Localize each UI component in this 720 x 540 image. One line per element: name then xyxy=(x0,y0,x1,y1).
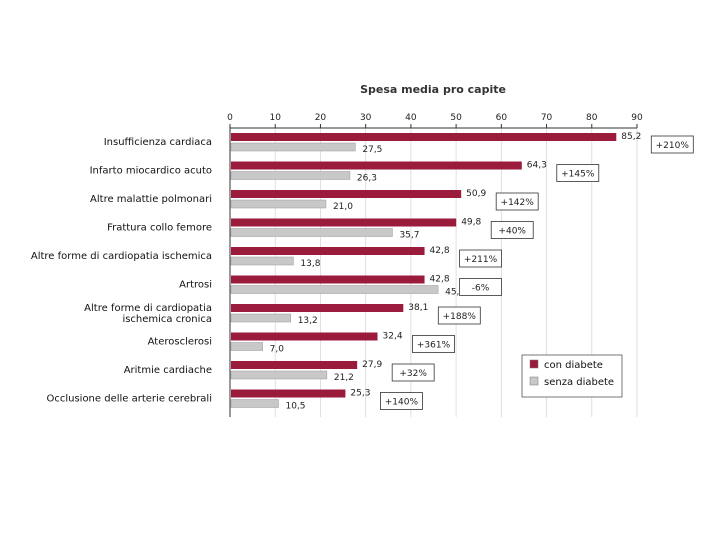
value-label-senza-diabete: 10,5 xyxy=(285,402,305,412)
bar-con-diabete xyxy=(231,361,358,369)
value-label-senza-diabete: 21,2 xyxy=(334,373,354,383)
chart-title: Spesa media pro capite xyxy=(360,83,506,96)
value-label-senza-diabete: 13,8 xyxy=(300,259,320,269)
percent-annotation: +188% xyxy=(443,312,477,322)
value-labels: 85,2 27,5 64,3 26,3 50,9 21,0 49,8 35,7 42,8 13,8… xyxy=(270,132,642,412)
bar-con-diabete xyxy=(231,332,378,341)
category-label: Altre malattie polmonari xyxy=(90,194,212,205)
bar-senza-diabete xyxy=(230,171,351,180)
percent-annotation: +40% xyxy=(498,227,526,237)
value-label-con-diabete: 32,4 xyxy=(383,332,403,342)
percent-box xyxy=(437,306,481,325)
value-label-senza-diabete: 21,0 xyxy=(333,202,353,212)
percent-annotation: +145% xyxy=(561,170,595,180)
percent-box xyxy=(459,249,502,268)
value-label-con-diabete: 50,9 xyxy=(466,189,486,199)
percent-annotation: -6% xyxy=(472,284,490,294)
percent-annotation: +210% xyxy=(656,141,690,151)
x-tick-label: 50 xyxy=(450,113,462,123)
bar-senza-diabete xyxy=(230,370,328,380)
x-tick-label: 70 xyxy=(541,113,553,123)
bar-con-diabete xyxy=(231,389,346,398)
category-label: Insufficienza cardiaca xyxy=(104,137,212,148)
category-label: Artrosi xyxy=(179,280,212,291)
bar-con-diabete xyxy=(231,247,425,255)
value-label-con-diabete: 49,8 xyxy=(461,218,481,228)
bar-con-diabete xyxy=(231,190,462,198)
bars xyxy=(230,133,617,408)
bar-con-diabete xyxy=(231,161,522,170)
value-label-con-diabete: 25,3 xyxy=(350,389,370,399)
value-label-senza-diabete: 7,0 xyxy=(270,345,285,355)
bar-senza-diabete xyxy=(230,285,439,294)
percent-annotation: +140% xyxy=(385,398,419,408)
x-tick-label: 40 xyxy=(405,113,417,123)
percent-box xyxy=(650,135,694,154)
bar-senza-diabete xyxy=(230,342,263,351)
x-tick-label: 0 xyxy=(227,113,233,123)
bar-con-diabete xyxy=(231,275,425,284)
bar-senza-diabete xyxy=(230,142,356,152)
percent-annotation: +142% xyxy=(501,198,535,208)
legend-label: senza diabete xyxy=(544,377,614,388)
percent-box xyxy=(412,335,455,353)
legend-label: con diabete xyxy=(544,360,603,371)
value-label-con-diabete: 64,3 xyxy=(527,161,547,171)
percent-box xyxy=(459,278,502,296)
value-label-con-diabete: 42,8 xyxy=(430,275,450,285)
bar-senza-diabete xyxy=(230,399,279,408)
value-label-senza-diabete: 13,2 xyxy=(298,316,318,326)
x-tick-label: 80 xyxy=(586,113,598,123)
percent-box xyxy=(490,221,534,239)
percent-annotation: +211% xyxy=(464,255,498,265)
value-label-con-diabete: 27,9 xyxy=(362,360,382,370)
value-label-senza-diabete: 27,5 xyxy=(362,145,382,155)
value-label-senza-diabete: 35,7 xyxy=(399,231,419,241)
percent-box xyxy=(556,164,600,182)
bar-senza-diabete xyxy=(230,228,393,237)
category-labels: Insufficienza cardiaca Infarto miocardico… xyxy=(31,137,212,405)
category-label: Frattura collo femore xyxy=(107,223,212,234)
bar-senza-diabete xyxy=(230,256,294,266)
value-label-con-diabete: 38,1 xyxy=(408,303,428,313)
category-label: Infarto miocardico acuto xyxy=(90,166,212,177)
legend: con diabete senza diabete xyxy=(521,354,623,398)
value-label-con-diabete: 85,2 xyxy=(621,132,641,142)
category-label: Aterosclerosi xyxy=(148,337,212,348)
category-label: Altre forme di cardiopatia ischemica xyxy=(31,251,212,262)
value-label-con-diabete: 42,8 xyxy=(430,246,450,256)
legend-box xyxy=(521,354,623,398)
bar-con-diabete xyxy=(231,133,617,141)
category-label: ischemica cronica xyxy=(122,314,212,325)
bar-senza-diabete xyxy=(230,199,327,209)
legend-swatch xyxy=(529,376,539,386)
value-label-senza-diabete: 26,3 xyxy=(357,174,377,184)
percent-annotation: +32% xyxy=(399,369,427,379)
legend-swatch xyxy=(529,359,539,369)
percent-box xyxy=(391,363,435,382)
bar-senza-diabete xyxy=(230,313,291,323)
bar-con-diabete xyxy=(231,304,404,312)
x-tick-label: 30 xyxy=(360,113,372,123)
category-label: Altre forme di cardiopatia xyxy=(84,303,212,314)
category-label: Occlusione delle arterie cerebrali xyxy=(46,394,212,405)
x-tick-label: 10 xyxy=(269,113,281,123)
x-tick-label: 60 xyxy=(496,113,508,123)
x-axis: 0 10 20 30 40 50 60 70 80 90 xyxy=(227,113,643,417)
percent-annotations: +210% +145% +142% +40% +211% -6% +188% +361% +32… xyxy=(380,135,694,410)
value-label-senza-diabete: 45,8 xyxy=(445,288,465,298)
x-tick-label: 90 xyxy=(631,113,643,123)
percent-box xyxy=(495,192,539,211)
x-tick-label: 20 xyxy=(315,113,327,123)
percent-annotation: +361% xyxy=(417,341,451,351)
percent-box xyxy=(380,392,423,410)
category-label: Aritmie cardiache xyxy=(124,365,212,376)
bar-con-diabete xyxy=(231,218,457,227)
